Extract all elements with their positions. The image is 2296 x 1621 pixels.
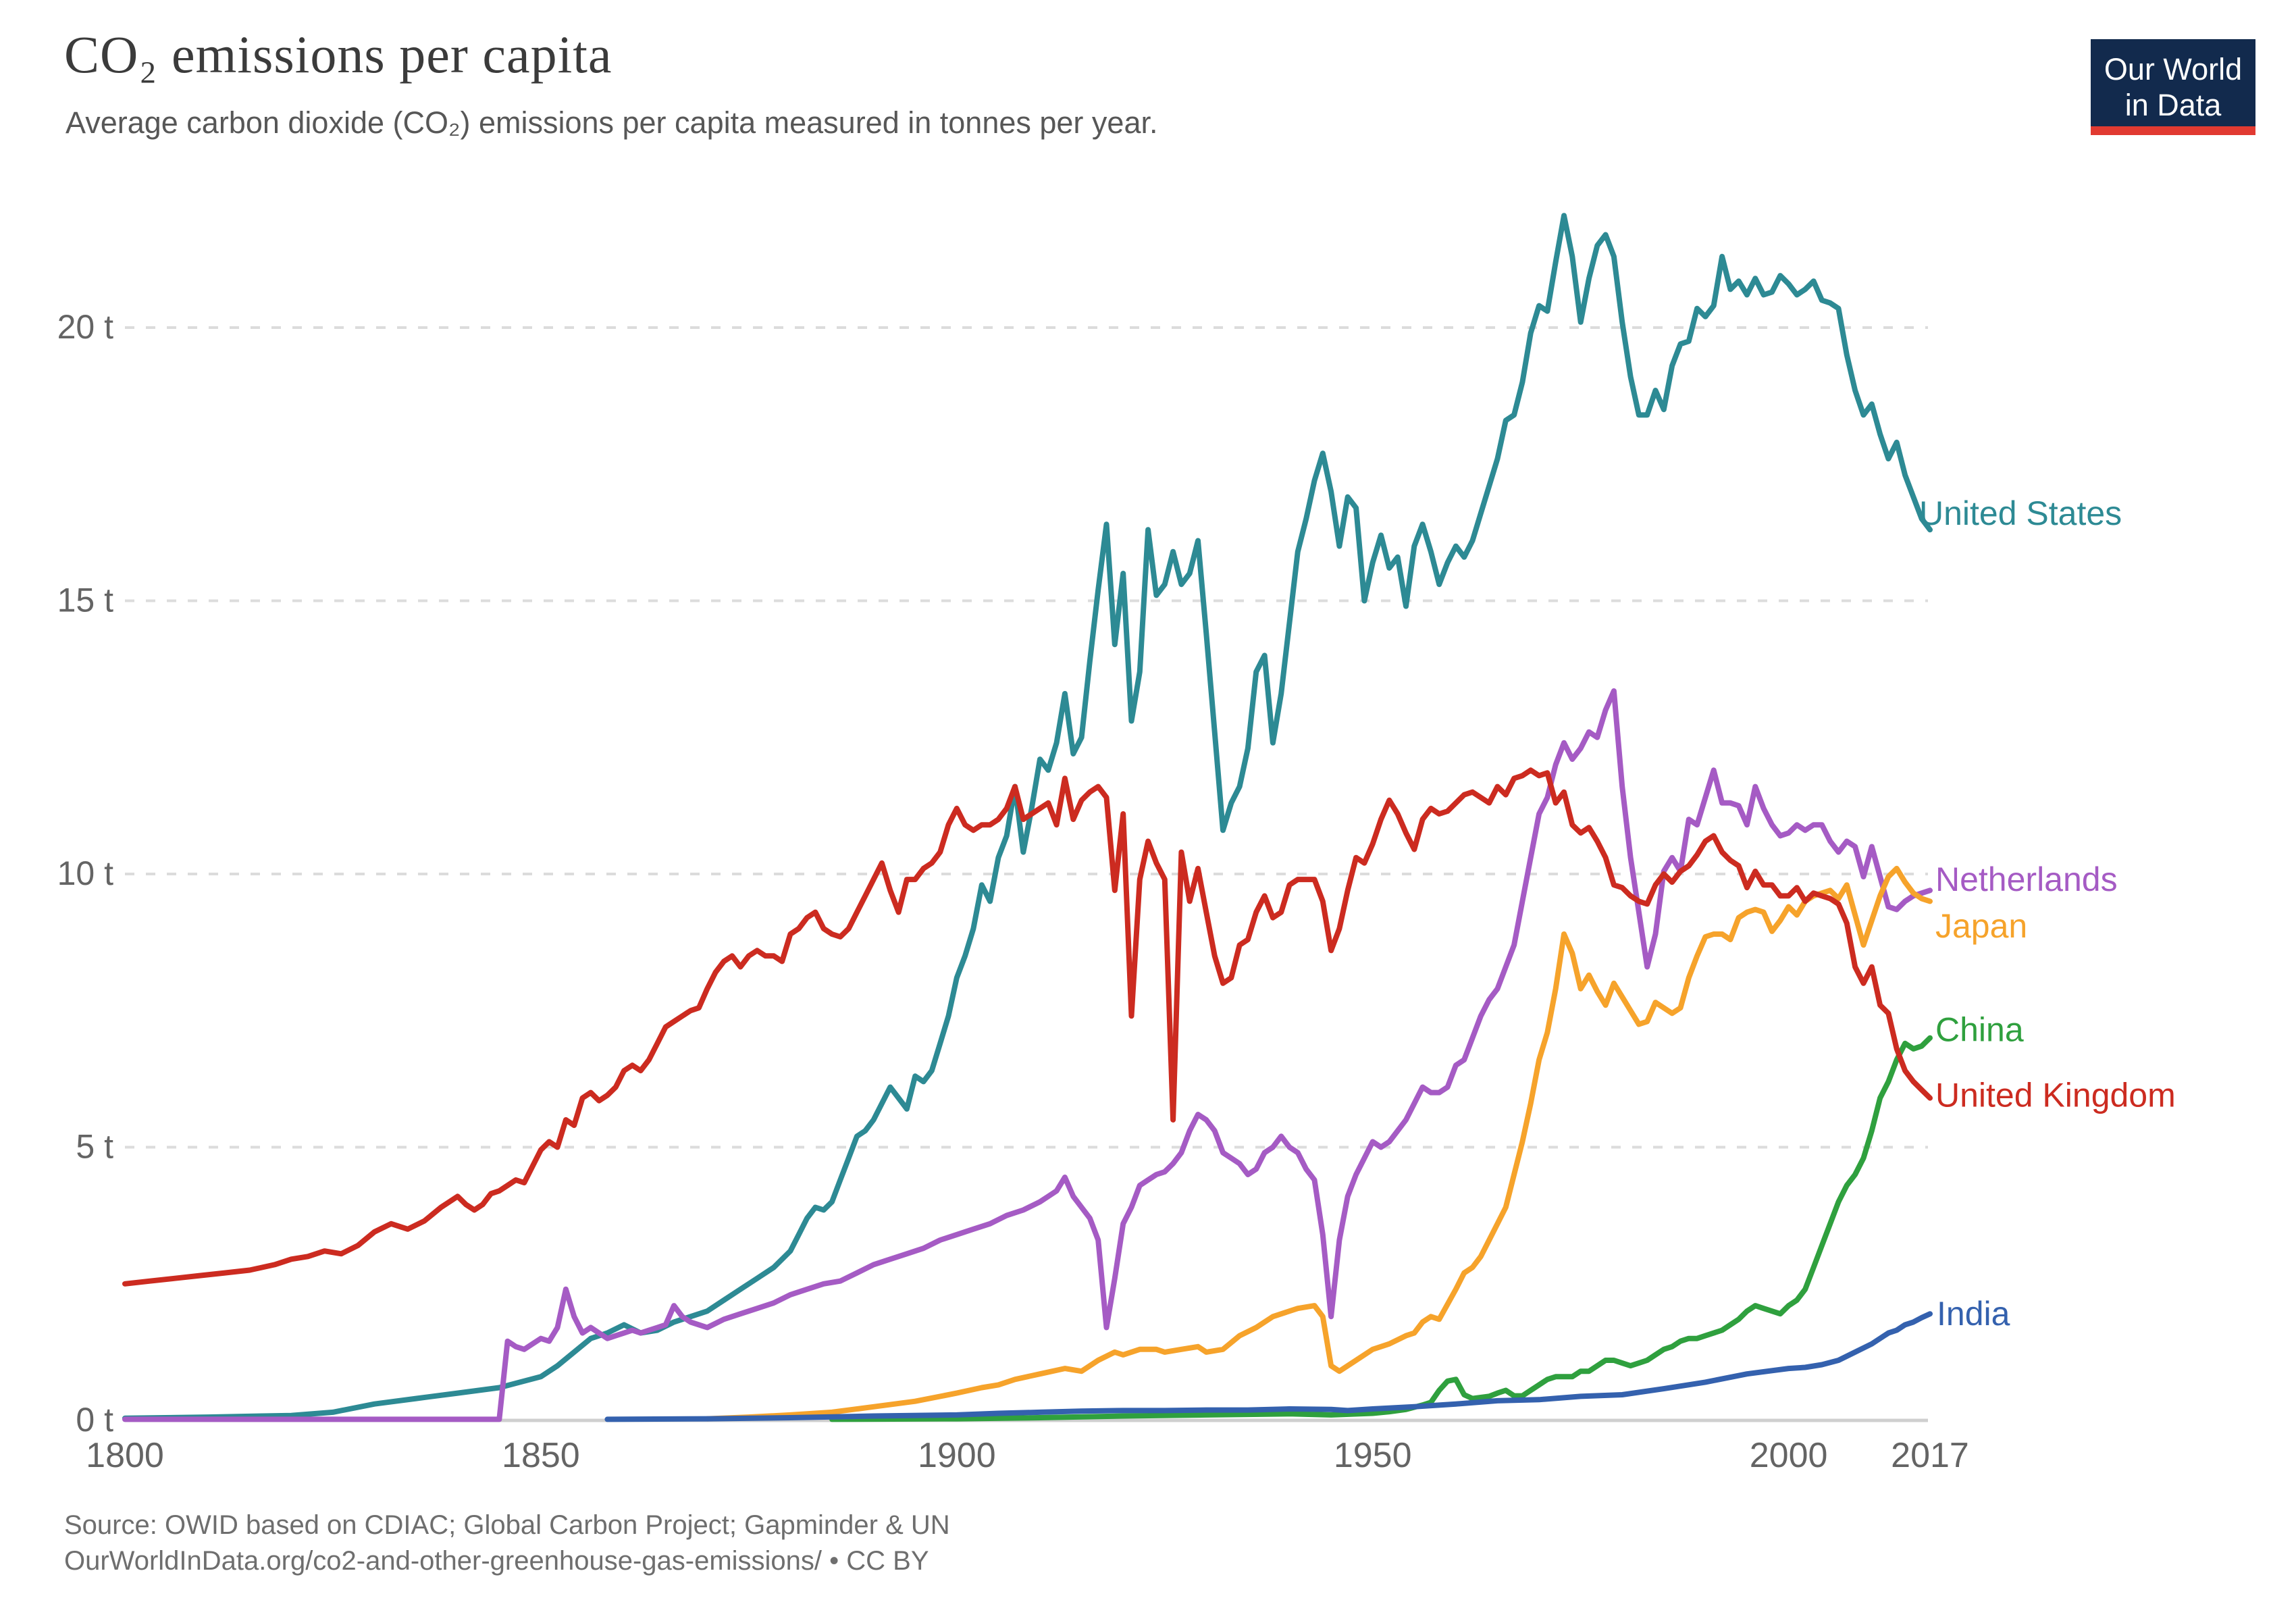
x-tick-label-2000: 2000 <box>1750 1436 1828 1475</box>
line-china[interactable] <box>829 1035 1933 1422</box>
line-united-kingdom[interactable] <box>122 767 1933 1287</box>
citation-line: OurWorldInData.org/co2-and-other-greenho… <box>64 1546 929 1576</box>
line-japan[interactable] <box>704 865 1933 1422</box>
y-tick-label-15t: 15 t <box>57 582 114 619</box>
x-tick-label-2017: 2017 <box>1891 1436 1969 1475</box>
series-label-india[interactable]: India <box>1937 1295 2010 1333</box>
source-line: Source: OWID based on CDIAC; Global Carb… <box>64 1510 950 1540</box>
series-label-china[interactable]: China <box>1935 1011 2024 1049</box>
y-tick-label-5t: 5 t <box>76 1128 113 1166</box>
x-tick-label-1950: 1950 <box>1334 1436 1412 1475</box>
series-label-united-states[interactable]: United States <box>1919 494 2122 532</box>
page-title: CO₂ emissions per capita <box>64 25 612 84</box>
owid-logo-line2: in Data <box>2124 88 2222 122</box>
y-tick-label-0t: 0 t <box>76 1401 113 1439</box>
owid-logo[interactable]: Our World in Data <box>2091 39 2255 135</box>
x-tick-label-1800: 1800 <box>86 1436 164 1475</box>
x-tick-label-1900: 1900 <box>918 1436 996 1475</box>
line-netherlands[interactable] <box>122 688 1933 1422</box>
owid-logo-line1: Our World <box>2104 51 2243 86</box>
page-subtitle: Average carbon dioxide (CO₂) emissions p… <box>66 105 1158 140</box>
line-india[interactable] <box>604 1311 1933 1422</box>
owid-logo-accent-bar <box>2091 126 2255 135</box>
y-tick-label-10t: 10 t <box>57 854 114 892</box>
series-label-netherlands[interactable]: Netherlands <box>1935 860 2118 898</box>
line-united-states[interactable] <box>122 213 1933 1421</box>
series-label-japan[interactable]: Japan <box>1935 907 2027 945</box>
y-tick-label-20t: 20 t <box>57 308 114 346</box>
series-label-united-kingdom[interactable]: United Kingdom <box>1935 1077 2176 1114</box>
x-tick-label-1850: 1850 <box>502 1436 580 1475</box>
